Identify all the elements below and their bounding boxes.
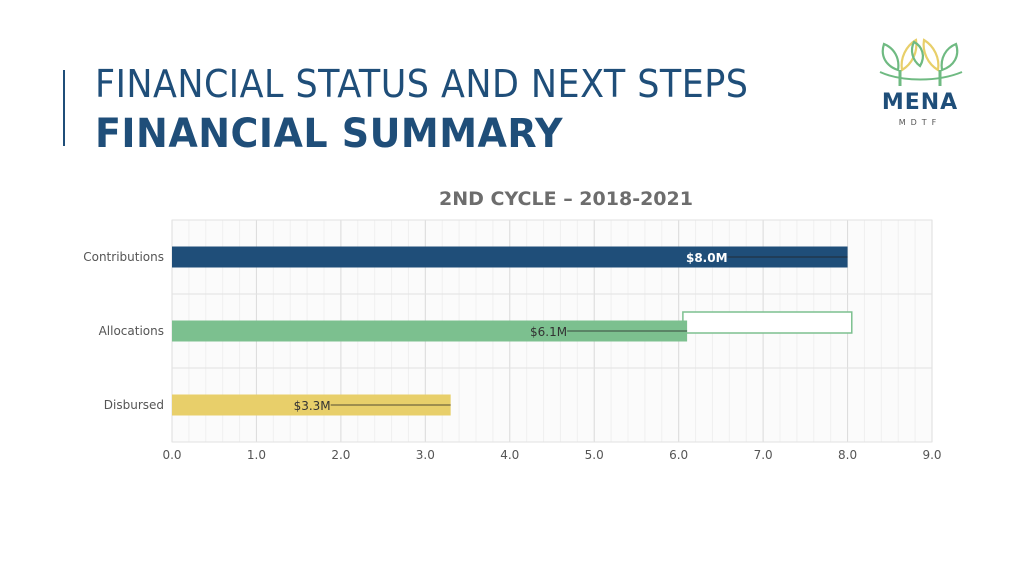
category-label: Allocations — [99, 324, 164, 338]
page-title-line1: FINANCIAL STATUS AND NEXT STEPS — [95, 62, 749, 106]
data-label: $6.1M — [530, 325, 567, 339]
title-accent-line — [63, 70, 65, 146]
category-label: Disbursed — [104, 398, 164, 412]
x-tick-label: 7.0 — [754, 448, 773, 462]
x-tick-label: 4.0 — [500, 448, 519, 462]
category-label: Contributions — [83, 250, 164, 264]
bar-disbursed — [172, 394, 451, 416]
logo-wordmark: MENA — [881, 90, 959, 115]
x-tick-label: 5.0 — [585, 448, 604, 462]
data-label: $3.3M — [294, 399, 331, 413]
x-tick-label: 1.0 — [247, 448, 266, 462]
x-tick-label: 9.0 — [922, 448, 941, 462]
x-tick-label: 8.0 — [838, 448, 857, 462]
mena-logo: MENA MDTF — [872, 30, 968, 130]
logo-leaves-icon — [879, 38, 963, 86]
allocation-outline-box — [682, 311, 853, 334]
bar-contributions — [172, 246, 848, 268]
x-tick-label: 3.0 — [416, 448, 435, 462]
x-tick-label: 0.0 — [162, 448, 181, 462]
bar-allocations — [172, 320, 688, 342]
x-tick-label: 6.0 — [669, 448, 688, 462]
data-label: $8.0M — [686, 251, 728, 265]
x-tick-label: 2.0 — [331, 448, 350, 462]
chart-title: 2ND CYCLE – 2018-2021 — [439, 188, 693, 210]
page-subtitle: FINANCIAL SUMMARY — [95, 111, 564, 157]
logo-subtitle: MDTF — [898, 118, 942, 127]
page-title: FINANCIAL STATUS AND NEXT STEPS FINANCIA… — [95, 58, 805, 158]
